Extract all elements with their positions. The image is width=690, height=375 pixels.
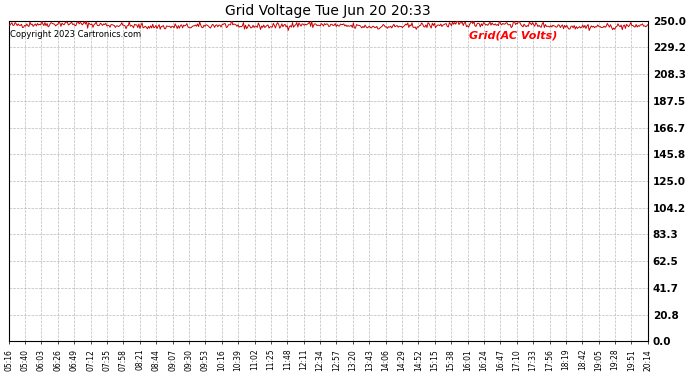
Title: Grid Voltage Tue Jun 20 20:33: Grid Voltage Tue Jun 20 20:33 xyxy=(226,4,431,18)
Text: Grid(AC Volts): Grid(AC Volts) xyxy=(469,30,558,40)
Text: Copyright 2023 Cartronics.com: Copyright 2023 Cartronics.com xyxy=(10,30,141,39)
